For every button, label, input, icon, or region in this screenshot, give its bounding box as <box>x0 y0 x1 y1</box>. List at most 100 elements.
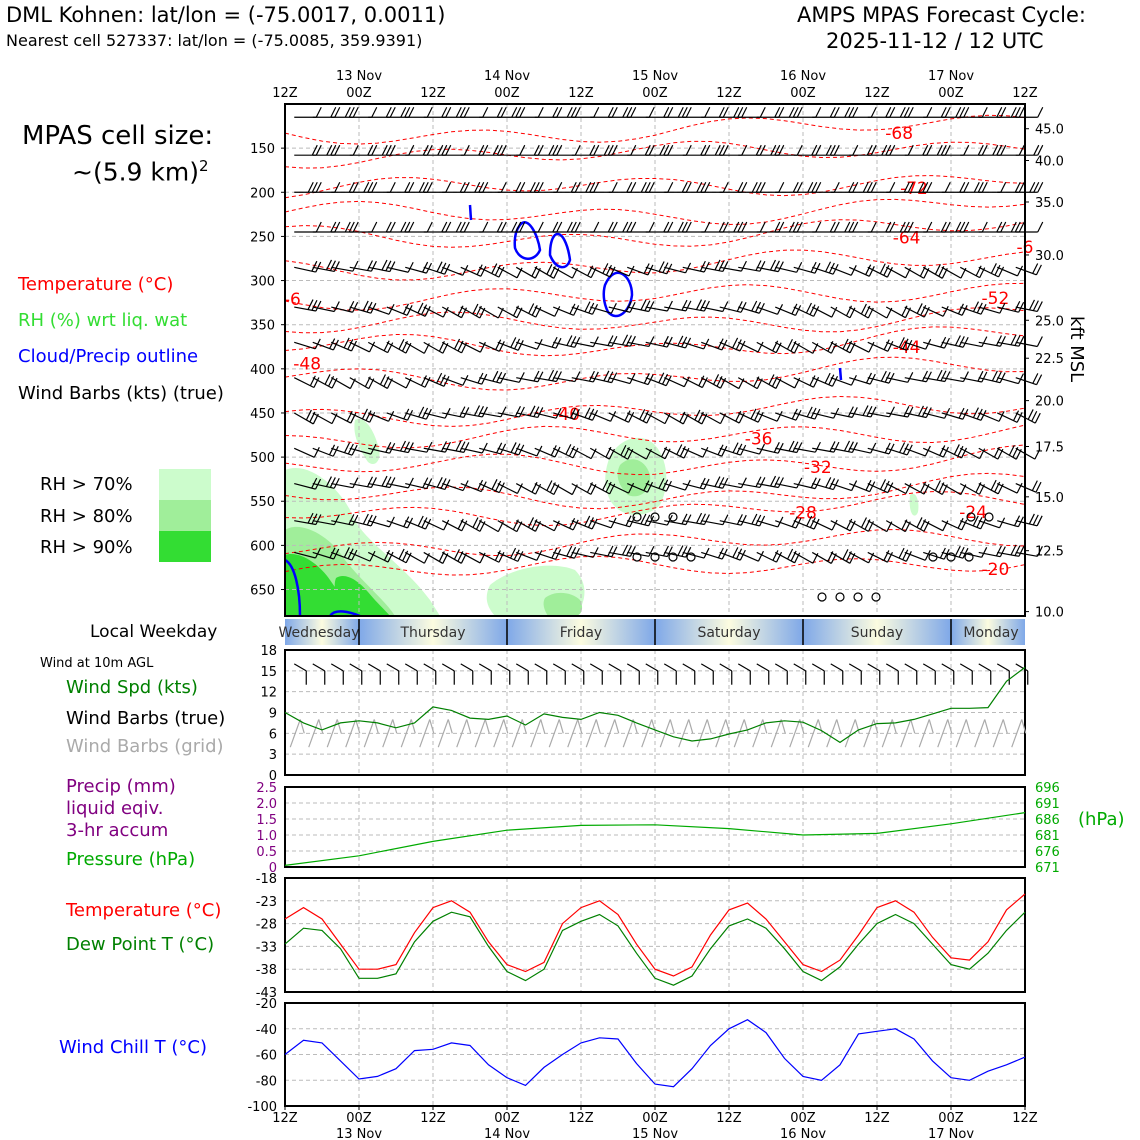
wind-barb <box>405 106 433 118</box>
wind-barb <box>682 182 711 193</box>
wind-barb <box>423 407 451 419</box>
precip-label-3: 3-hr accum <box>66 820 169 841</box>
wind-barb <box>682 221 711 233</box>
wind-barb <box>849 221 877 233</box>
wind10m-barb-true <box>922 663 936 685</box>
wind-barb <box>904 182 933 193</box>
wind10m-barb-grid <box>1011 719 1027 748</box>
wind10m-barb-true <box>589 663 603 685</box>
precip-label-2: liquid eqiv. <box>66 798 164 819</box>
precip-marker <box>650 512 660 522</box>
wind-barb <box>793 515 820 530</box>
wind-barb <box>479 479 505 494</box>
top-date-label: 15 Nov <box>632 69 678 84</box>
wind-barb <box>608 221 637 233</box>
wind-barb <box>331 106 359 118</box>
wind-barb <box>608 410 635 423</box>
wind-barb <box>664 299 692 312</box>
wind10m-barb-grid <box>863 719 879 748</box>
wind-barb <box>849 106 877 118</box>
contour-label: -24 <box>959 503 987 523</box>
wind-barb <box>775 477 803 489</box>
wind-barb <box>349 182 378 193</box>
wind-barb <box>423 372 450 387</box>
wind-barb <box>460 221 489 233</box>
wind-barb <box>627 221 655 233</box>
wind-barb <box>997 301 1025 313</box>
contour-label: -72 <box>900 179 928 199</box>
kft-tick-label: 17.5 <box>1035 441 1064 456</box>
legend-cloud: Cloud/Precip outline <box>18 346 199 367</box>
wind-barb <box>738 550 764 562</box>
wind-barbs-grid-label: Wind Barbs (grid) <box>66 736 224 757</box>
top-time-tick: 00Z <box>642 86 668 101</box>
wind10m-barb-true <box>700 663 714 685</box>
wind-barb <box>627 263 654 276</box>
wind-barb <box>701 514 729 526</box>
wind-barb <box>515 517 542 532</box>
wind-barb <box>294 182 322 193</box>
wind-barb <box>423 519 450 531</box>
wind-barb <box>479 221 507 233</box>
wind-barb <box>1015 513 1043 527</box>
weekday-band <box>655 619 803 645</box>
wind-barb <box>405 441 433 453</box>
wind10m-barb-grid <box>511 719 527 748</box>
wind-barb <box>423 477 451 491</box>
temperature-contour <box>284 219 1026 248</box>
precip-marker <box>668 512 678 522</box>
wind-barb <box>775 182 803 193</box>
wind-barb <box>812 106 840 118</box>
kft-tick-label: 40.0 <box>1035 154 1064 169</box>
wind-barb <box>645 221 674 233</box>
wind-barb <box>756 550 783 563</box>
pressure-tick-label: 400 <box>250 363 275 378</box>
contour-label: -44 <box>893 338 921 358</box>
wind-barb <box>534 520 560 532</box>
wind-barb <box>442 264 469 276</box>
wind-barb <box>904 445 931 457</box>
temperature-line <box>284 893 1026 977</box>
wind-barb <box>978 479 1004 495</box>
wind-barb <box>867 550 893 563</box>
wind-barb <box>923 445 949 458</box>
wind-barb <box>849 442 877 454</box>
wind-barb <box>960 370 988 383</box>
wind-barb <box>830 406 858 418</box>
wind-barb <box>1015 144 1044 156</box>
wind-barb <box>627 106 655 118</box>
wind-barb <box>978 545 1006 558</box>
wind-barb <box>701 259 729 273</box>
wind10m-barb-grid <box>585 719 601 748</box>
wind-barb <box>331 514 359 526</box>
precip-marker <box>984 512 994 522</box>
legend-rh90: RH > 90% <box>40 537 133 558</box>
wind-barb <box>1015 299 1043 313</box>
wind-barb <box>941 106 970 118</box>
cloud-outline <box>468 204 473 221</box>
wind-barb <box>368 106 396 118</box>
windchill-line <box>284 1019 1026 1088</box>
wind10m-barb-true <box>811 663 825 685</box>
wind-barb <box>442 375 469 386</box>
wind-barb <box>960 547 988 558</box>
cell-size-value: ~(5.9 km)2 <box>72 157 209 186</box>
wind-barb <box>294 299 322 312</box>
contour-label: -32 <box>804 458 832 478</box>
wind-barb <box>793 221 822 233</box>
top-time-tick: 12Z <box>272 86 298 101</box>
wind-barb <box>423 106 452 118</box>
wind-barb <box>886 405 914 418</box>
wind10m-barb-true <box>293 663 307 685</box>
wind-barb <box>515 303 542 318</box>
wind-barb <box>682 106 711 118</box>
temp-panel-tick-label: -18 <box>256 872 277 887</box>
precip-panel-grid <box>284 786 1026 868</box>
wind-barb <box>996 410 1023 423</box>
wind-barb <box>294 144 322 156</box>
wind10m-barb-true <box>423 663 437 685</box>
rh-area <box>543 592 583 616</box>
top-time-tick: 00Z <box>938 86 964 101</box>
wind-barb <box>996 482 1023 494</box>
